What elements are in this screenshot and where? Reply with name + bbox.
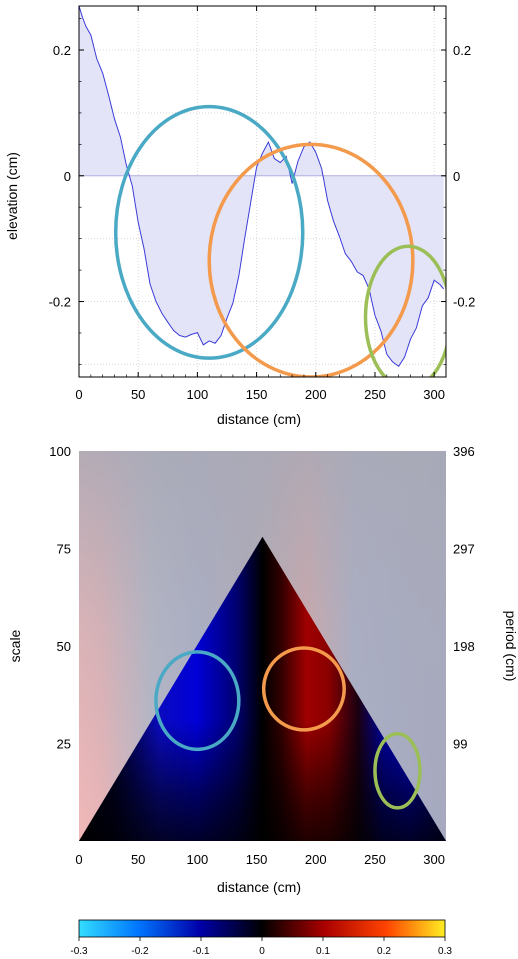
- colorbar-tick-label: 0: [259, 946, 265, 957]
- wavelet-heatmap: 0 50 100 150 200 250 300 25 50 75 100 99 198 297 396 d…: [7, 444, 518, 895]
- elevation-x-tick-label: 250: [364, 387, 386, 402]
- heatmap-y2-tick-label: 198: [453, 639, 475, 654]
- heatmap-x-tick-label: 300: [423, 852, 445, 867]
- heatmap-y-label: scale: [7, 629, 23, 662]
- heatmap-x-label: distance (cm): [217, 879, 301, 895]
- elevation-x-tick-label: 150: [246, 387, 268, 402]
- elevation-y-label: elevation (cm): [4, 152, 20, 240]
- elevation-annotations: [113, 104, 446, 377]
- elevation-x-tick-label: 0: [75, 387, 82, 402]
- heatmap-y2-label: period (cm): [503, 611, 518, 682]
- heatmap-x-tick-label: 200: [305, 852, 327, 867]
- elevation-area-fill: [79, 6, 444, 367]
- heatmap-y-tick-label: 25: [57, 737, 71, 752]
- elevation-x-tick-label: 300: [423, 387, 445, 402]
- heatmap-y2-tick-label: 297: [453, 542, 475, 557]
- colorbar-ticks: -0.3 -0.2 -0.1 0 0.1 0.2 0.3: [70, 937, 452, 957]
- annotation-ellipse: [207, 142, 415, 377]
- elevation-y-tick-label: -0.2: [49, 295, 71, 310]
- heatmap-x-tick-label: 250: [364, 852, 386, 867]
- heatmap-x-tick-label: 50: [131, 852, 145, 867]
- elevation-axes: 0 50 100 150 200 250 300 -0.2 -0.2 0 0 0.2 0.2: [49, 6, 475, 402]
- annotation-ellipse: [261, 646, 346, 732]
- elevation-x-label: distance (cm): [217, 411, 301, 427]
- elevation-x-tick-label: 50: [131, 387, 145, 402]
- elevation-y2-tick-label: 0: [453, 169, 460, 184]
- annotation-ellipse: [373, 732, 422, 810]
- heatmap-x-tick-label: 0: [75, 852, 82, 867]
- colorbar-tick-label: 0.3: [438, 946, 452, 957]
- heatmap-y-tick-label: 100: [49, 444, 71, 459]
- colorbar-tick-label: -0.3: [70, 946, 88, 957]
- colorbar: -0.3 -0.2 -0.1 0 0.1 0.2 0.3: [70, 919, 452, 957]
- elevation-x-tick-label: 200: [305, 387, 327, 402]
- elevation-chart: 0 50 100 150 200 250 300 -0.2 -0.2 0 0 0.2 0.2 dista…: [4, 5, 475, 427]
- elevation-y-tick-label: 0.2: [53, 43, 71, 58]
- heatmap-axes: 0 50 100 150 200 250 300 25 50 75 100 99 198 297 396: [49, 444, 474, 867]
- heatmap-y-tick-label: 50: [57, 639, 71, 654]
- elevation-y2-tick-label: 0.2: [453, 43, 471, 58]
- colorbar-tick-label: -0.1: [192, 946, 210, 957]
- annotation-ellipse: [363, 244, 446, 377]
- heatmap-y2-tick-label: 99: [453, 737, 467, 752]
- heatmap-x-tick-label: 150: [246, 852, 268, 867]
- heatmap-y-tick-label: 75: [57, 542, 71, 557]
- elevation-x-tick-label: 100: [187, 387, 209, 402]
- colorbar-tick-label: -0.2: [131, 946, 149, 957]
- heatmap-x-tick-label: 100: [187, 852, 209, 867]
- annotation-ellipse: [154, 650, 241, 752]
- heatmap-annotations: [154, 646, 422, 810]
- colorbar-gradient: [78, 919, 446, 938]
- elevation-y2-tick-label: -0.2: [453, 295, 475, 310]
- elevation-frame: [78, 5, 447, 378]
- colorbar-tick-label: 0.2: [377, 946, 391, 957]
- colorbar-tick-label: 0.1: [316, 946, 330, 957]
- annotation-ellipse: [113, 104, 305, 360]
- heatmap-y2-tick-label: 396: [453, 444, 475, 459]
- elevation-y-tick-label: 0: [64, 169, 71, 184]
